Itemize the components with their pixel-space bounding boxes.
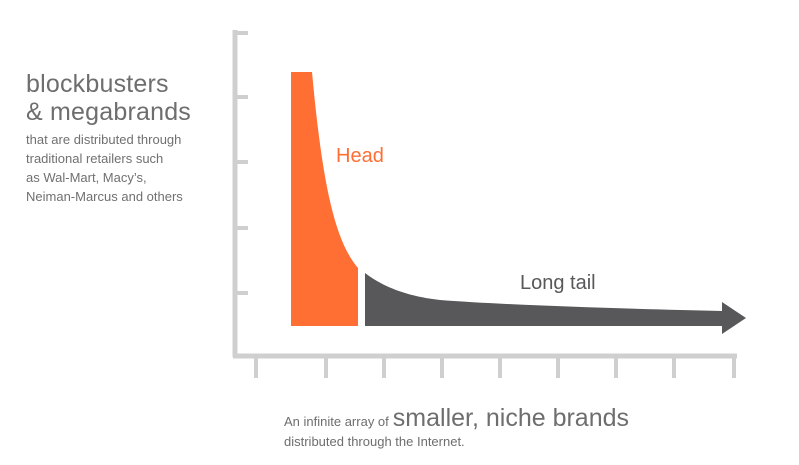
blockbusters-title: blockbusters — [26, 70, 169, 98]
head-description: that are distributed through traditional… — [26, 130, 191, 206]
x-axis-label: An infinite array of smaller, niche brand… — [284, 404, 629, 449]
long-tail-label: Long tail — [520, 272, 596, 294]
y-axis-label: blockbusters & megabrands that are distr… — [26, 70, 191, 206]
head-description-line: that are distributed through — [26, 132, 182, 147]
head-description-line: traditional retailers such — [26, 151, 164, 166]
head-label: Head — [336, 145, 384, 167]
head-description-line: Neiman-Marcus and others — [26, 189, 183, 204]
megabrands-title: & megabrands — [26, 98, 191, 126]
x-axis-label-line1: An infinite array of smaller, niche brand… — [284, 404, 629, 433]
niche-description: distributed through the Internet. — [284, 434, 465, 449]
niche-prefix-text: An infinite array of — [284, 414, 389, 429]
long-tail-region — [365, 273, 746, 334]
head-description-line: as Wal-Mart, Macy’s, — [26, 170, 147, 185]
head-region — [291, 72, 358, 326]
niche-brands-title: smaller, niche brands — [392, 404, 630, 432]
